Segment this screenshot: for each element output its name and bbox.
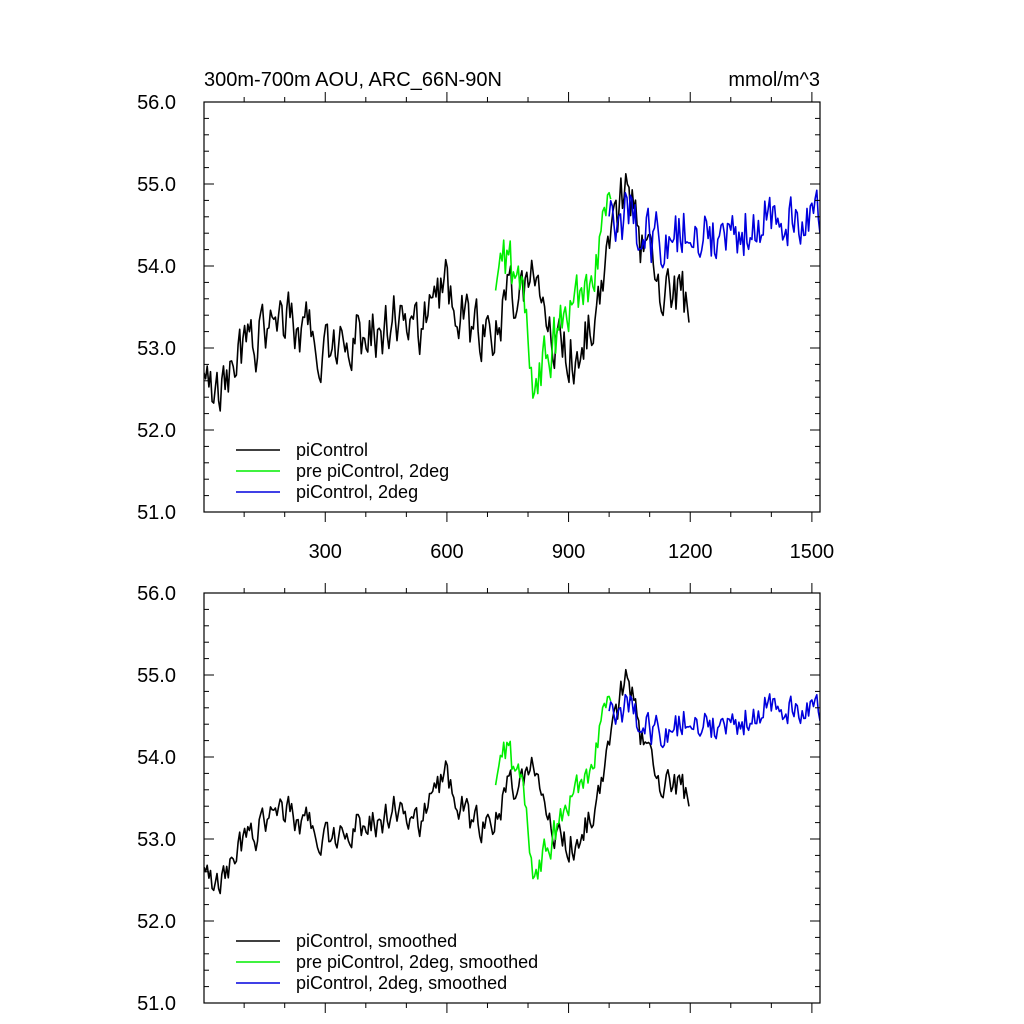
y-tick-label: 56.0 [137,92,176,114]
x-tick-label: 600 [430,541,463,563]
x-tick-label: 1200 [668,541,713,563]
y-tick-label: 53.0 [137,338,176,360]
y-tick-label: 55.0 [137,665,176,687]
x-tick-label: 300 [309,541,342,563]
chart-title: 300m-700m AOU, ARC_66N-90N [204,69,502,91]
raw-panel: 51.0 52.0 53.0 54.0 55.0 56.0 300 600 900 1200 150… [137,92,834,563]
series-line-3 [608,189,820,269]
smoothed-panel: 51.0 52.0 53.0 54.0 55.0 56.0 piControl, smoot… [137,583,821,1015]
series-line-2 [494,695,612,880]
legend-label: piControl, 2deg, smoothed [296,973,507,993]
y-tick-label: 54.0 [137,747,176,769]
x-tick-label: 900 [552,541,585,563]
y-tick-label: 51.0 [137,502,176,524]
y-tick-label: 54.0 [137,256,176,278]
y-tick-label: 53.0 [137,829,176,851]
legend-label: piControl, 2deg [296,482,418,502]
y-tick-label: 51.0 [137,993,176,1015]
y-tick-label: 52.0 [137,420,176,442]
units-label: mmol/m^3 [728,69,820,91]
legend-label: piControl, smoothed [296,931,457,951]
legend-label: piControl [296,440,368,460]
series-line-3 [608,693,820,749]
series-line-2 [494,191,612,399]
plot-frame [203,101,821,513]
series-line-1 [204,668,690,895]
legend-label: pre piControl, 2deg [296,461,449,481]
plot-frame [203,592,821,1004]
series-line-1 [204,173,690,412]
legend-label: pre piControl, 2deg, smoothed [296,952,538,972]
y-tick-label: 55.0 [137,174,176,196]
y-tick-label: 52.0 [137,911,176,933]
y-tick-label: 56.0 [137,583,176,605]
x-tick-label: 1500 [790,541,835,563]
